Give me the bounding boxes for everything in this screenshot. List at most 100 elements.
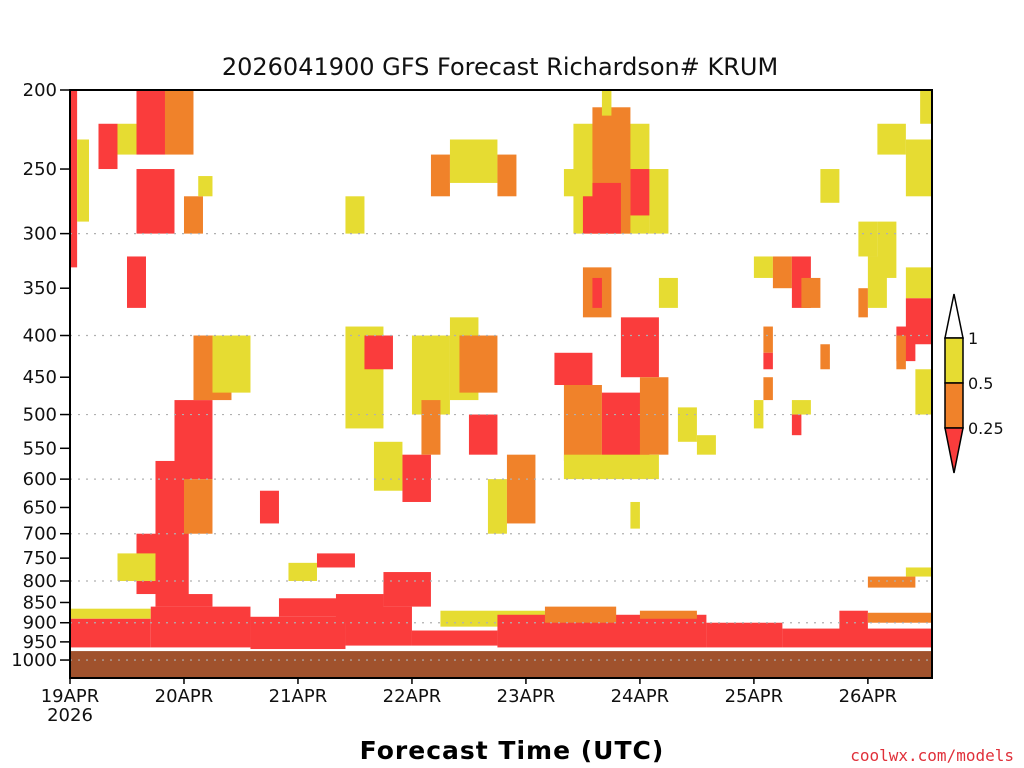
heatmap-cell [867, 576, 916, 588]
y-tick-label: 850 [23, 592, 57, 613]
heatmap-cell [791, 414, 802, 436]
legend-above-1-arrow [944, 293, 964, 339]
y-tick-label: 450 [23, 367, 57, 388]
heatmap-cell [506, 454, 536, 524]
heatmap-cell [364, 335, 393, 370]
x-tick-label: 24APR [611, 686, 670, 707]
x-tick-label: 19APR [41, 686, 100, 707]
x-tick-label: 25APR [725, 686, 784, 707]
heatmap-cell [858, 288, 868, 318]
heatmap-cell [183, 196, 203, 234]
x-axis-label: Forecast Time (UTC) [360, 736, 665, 765]
heatmap-cell [487, 479, 507, 534]
heatmap-cell [905, 139, 932, 197]
heatmap-cell [905, 298, 932, 345]
y-tick-label: 550 [23, 438, 57, 459]
heatmap-cell [896, 335, 906, 370]
heatmap-cell [183, 479, 213, 534]
y-tick-label: 950 [23, 632, 57, 653]
heatmap-cell [459, 335, 498, 393]
heatmap-cell [98, 123, 118, 170]
x-tick-label: 20APR [155, 686, 214, 707]
y-tick-label: 900 [23, 613, 57, 634]
y-tick-label: 600 [23, 469, 57, 490]
heatmap-cell [563, 169, 593, 197]
heatmap-cell [630, 501, 640, 529]
heatmap-cell [677, 407, 697, 442]
x-tick-label: 22APR [383, 686, 442, 707]
chart-title: 2026041900 GFS Forecast Richardson# KRUM [222, 53, 778, 81]
heatmap-cells [70, 90, 932, 650]
heatmap-cell [70, 618, 151, 648]
heatmap-cell [288, 562, 317, 582]
legend-below-0.25-arrow [944, 427, 964, 474]
legend-label-0.25: 0.25 [968, 419, 1004, 438]
legend-label-1: 1 [968, 329, 978, 348]
y-tick-label: 700 [23, 524, 57, 545]
heatmap-cell [497, 154, 517, 197]
heatmap-cell [430, 154, 450, 197]
ground-fill [70, 651, 932, 678]
heatmap-cell [411, 630, 498, 646]
heatmap-cell [70, 90, 78, 268]
ground-layer [70, 649, 932, 678]
heatmap-cell [402, 454, 431, 502]
heatmap-cell [920, 90, 932, 124]
heatmap-cell [706, 622, 783, 648]
heatmap-cell [136, 169, 175, 234]
heatmap-cell [212, 335, 251, 393]
heatmap-cell [658, 277, 678, 308]
heatmap-cell [782, 628, 932, 648]
y-tick-label: 750 [23, 548, 57, 569]
x-tick-label: 26APR [839, 686, 898, 707]
heatmap-cell [763, 326, 773, 353]
credit-link[interactable]: coolwx.com/models [850, 746, 1014, 765]
heatmap-cell [150, 606, 251, 648]
heatmap-cell [383, 572, 431, 607]
heatmap-cell [877, 221, 897, 278]
heatmap-cell [791, 400, 811, 415]
color-legend: 1 0.5 0.25 [944, 293, 1004, 474]
heatmap-cell [259, 490, 279, 524]
y-tick-label: 500 [23, 405, 57, 426]
heatmap-cell [117, 553, 156, 582]
heatmap-cell [449, 139, 498, 183]
legend-label-0.5: 0.5 [968, 374, 993, 393]
heatmap-cell [915, 369, 932, 415]
heatmap-cell [174, 400, 213, 480]
heatmap-cell [620, 317, 659, 378]
x-tick-label: 23APR [497, 686, 556, 707]
x-tick-label: 21APR [269, 686, 328, 707]
heatmap-cell [601, 90, 612, 116]
heatmap-cell [345, 196, 365, 234]
heatmap-cell [649, 169, 669, 234]
heatmap-cell [820, 169, 840, 203]
heatmap-cell [772, 256, 792, 289]
heatmap-cell [126, 256, 146, 308]
heatmap-cell [544, 606, 617, 623]
heatmap-cell [592, 277, 602, 308]
heatmap-cell [867, 612, 932, 623]
heatmap-cell [198, 176, 213, 197]
y-tick-label: 300 [23, 224, 57, 245]
heatmap-cell [164, 90, 194, 155]
heatmap-cell [696, 435, 716, 455]
heatmap-cell [554, 352, 593, 386]
heatmap-cell [839, 610, 868, 631]
y-tick-label: 200 [23, 80, 57, 101]
legend-swatch-0.5-1 [944, 337, 964, 384]
heatmap-cell [316, 553, 355, 568]
heatmap-cell [877, 123, 906, 155]
heatmap-cell [763, 352, 773, 370]
y-tick-label: 250 [23, 159, 57, 180]
x-tick-year: 2026 [47, 705, 93, 726]
heatmap-cell [345, 606, 412, 646]
heatmap-cell [70, 608, 151, 619]
heatmap-cell [820, 344, 830, 370]
heatmap-cell [563, 385, 602, 461]
y-tick-label: 800 [23, 571, 57, 592]
heatmap-cell [753, 256, 773, 278]
legend-swatch-0.25-0.5 [944, 382, 964, 429]
